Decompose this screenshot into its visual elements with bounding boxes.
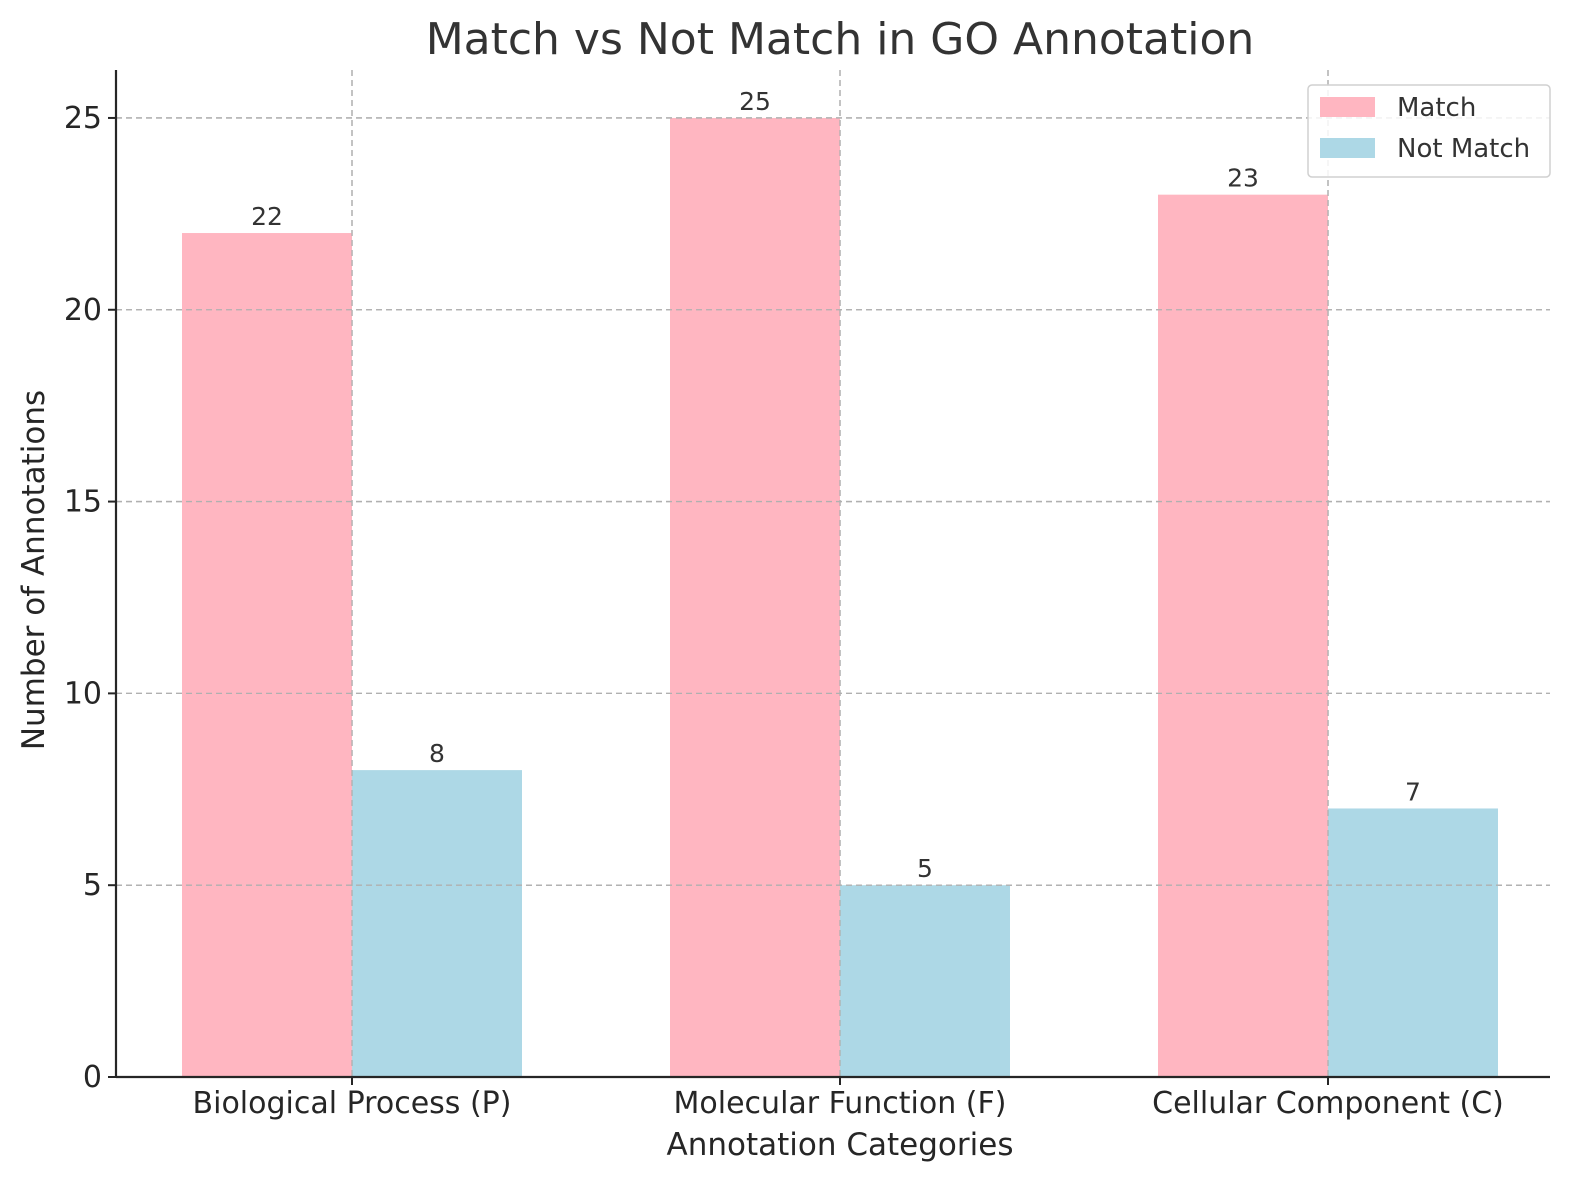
x-axis-label: Annotation Categories — [667, 1127, 1014, 1163]
legend-label: Not Match — [1397, 134, 1530, 164]
bar-value-label: 22 — [251, 202, 283, 231]
x-tick-label: Molecular Function (F) — [674, 1086, 1007, 1121]
bar-value-label: 25 — [739, 87, 771, 116]
bar-not-match — [1328, 808, 1498, 1077]
y-tick-label: 5 — [83, 868, 102, 903]
bar-not-match — [352, 770, 522, 1077]
y-tick-label: 25 — [64, 101, 102, 136]
x-tick-label: Biological Process (P) — [193, 1086, 512, 1121]
bar-not-match — [840, 885, 1010, 1077]
y-axis-label: Number of Annotations — [16, 390, 52, 750]
bar-match — [182, 233, 352, 1078]
bar-value-label: 7 — [1405, 777, 1421, 806]
chart-title: Match vs Not Match in GO Annotation — [426, 14, 1255, 65]
bar-value-label: 8 — [429, 739, 445, 768]
bar-value-label: 5 — [917, 854, 933, 883]
legend-swatch — [1320, 138, 1375, 158]
x-tick-label: Cellular Component (C) — [1152, 1086, 1504, 1121]
y-tick-label: 0 — [83, 1060, 102, 1095]
bars — [182, 117, 1498, 1078]
bar-match — [1158, 194, 1328, 1077]
ticks: 0 5 10 15 20 25 Biological Process (P) Molecula… — [64, 101, 1504, 1121]
y-tick-label: 15 — [64, 485, 102, 520]
y-tick-label: 10 — [64, 676, 102, 711]
axes — [114, 70, 1550, 1079]
legend: Match Not Match — [1307, 84, 1551, 178]
bar-value-label: 23 — [1227, 164, 1259, 193]
legend-label: Match — [1397, 93, 1476, 123]
bar-match — [670, 117, 840, 1077]
y-tick-label: 20 — [64, 293, 102, 328]
legend-swatch — [1320, 97, 1375, 117]
